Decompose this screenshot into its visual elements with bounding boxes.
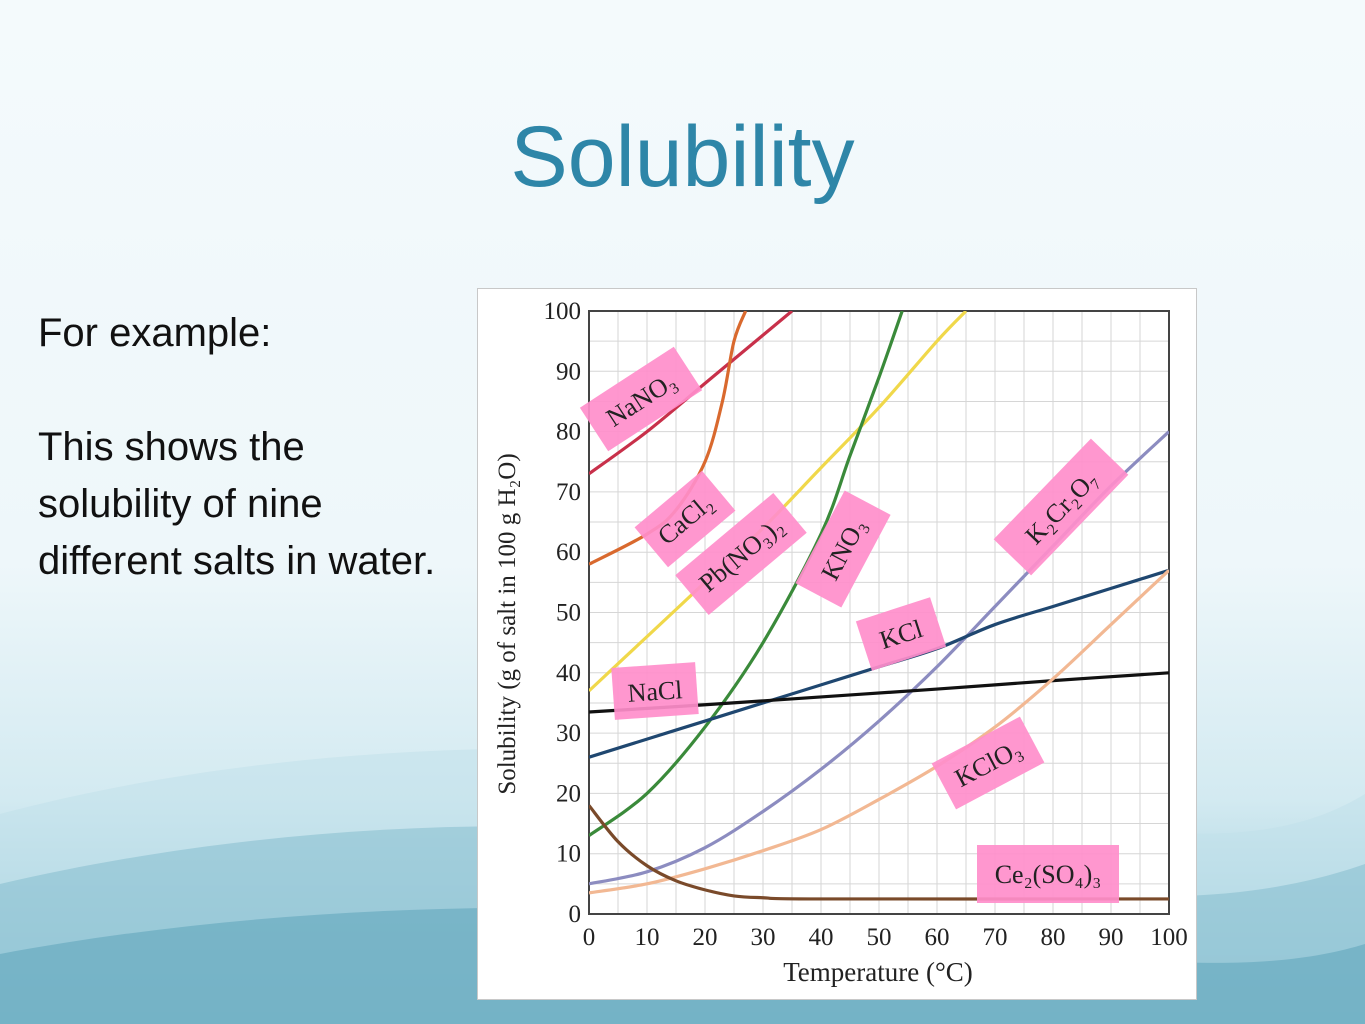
- x-tick-label: 60: [925, 924, 950, 951]
- body-text: This shows the solubility of nine differ…: [38, 425, 436, 583]
- x-tick-label: 50: [867, 924, 892, 951]
- x-tick-label: 90: [1099, 924, 1124, 951]
- label-highlight: [931, 716, 1045, 810]
- y-tick-label: 30: [556, 720, 581, 747]
- plot-frame: [588, 310, 1170, 915]
- label-highlight: [579, 346, 703, 452]
- slide-text: For example: This shows the solubility o…: [38, 305, 438, 590]
- x-tick-label: 0: [583, 924, 596, 951]
- y-tick-label: 0: [569, 901, 582, 928]
- y-tick-label: 90: [556, 358, 581, 385]
- x-tick-label: 80: [1041, 924, 1066, 951]
- series-label-text: NaCl: [627, 675, 684, 708]
- x-tick-label: 40: [809, 924, 834, 951]
- label-highlight: [795, 490, 891, 608]
- intro-text: For example:: [38, 311, 272, 355]
- series-line: [589, 311, 904, 837]
- series-label-text: Ce₂(SO₄)₃: [995, 860, 1102, 889]
- slide-title: Solubility: [510, 109, 855, 205]
- chart-svg: 0 10 20 30 40 50 60 70 80 90 100 0 10 20 30 40 50 60 70 80 9…: [494, 298, 1188, 987]
- x-tick-label: 20: [693, 924, 718, 951]
- y-tick-label: 60: [556, 539, 581, 566]
- x-tick-label: 100: [1150, 924, 1188, 951]
- series-line: [589, 804, 1169, 901]
- series-line: [589, 311, 794, 476]
- label-highlight: [611, 662, 699, 720]
- y-tick-label: 20: [556, 780, 581, 807]
- series-label: Ce₂(SO₄)₃: [977, 845, 1119, 903]
- y-tick-label: 50: [556, 600, 581, 627]
- series-line: [589, 569, 1169, 895]
- y-tick-label: 100: [544, 298, 582, 325]
- x-tick-label: 30: [751, 924, 776, 951]
- series-label: KNO₃: [795, 490, 891, 608]
- label-highlight: [675, 492, 807, 616]
- series-label: KClO₃: [931, 716, 1045, 810]
- x-tick-label: 10: [635, 924, 660, 951]
- label-highlight: [855, 597, 947, 671]
- label-highlight: [634, 470, 736, 568]
- y-tick-label: 70: [556, 479, 581, 506]
- series-line: [589, 311, 968, 693]
- series-label: K₂Cr₂O₇: [993, 438, 1129, 576]
- y-axis-label: Solubility (g of salt in 100 g H₂O): [494, 453, 521, 794]
- y-tick-label: 80: [556, 419, 581, 446]
- x-tick-label: 70: [983, 924, 1008, 951]
- label-highlight: [993, 438, 1129, 576]
- label-highlight: [977, 845, 1119, 903]
- solubility-chart: 0 10 20 30 40 50 60 70 80 90 100 0 10 20 30 40 50 60 70 80 9…: [477, 288, 1197, 1000]
- tick-labels: 0 10 20 30 40 50 60 70 80 90 100 0 10 20 30 40 50 60 70 80 9…: [544, 298, 1188, 951]
- y-tick-label: 10: [556, 841, 581, 868]
- x-axis-label: Temperature (°C): [783, 957, 973, 987]
- y-tick-label: 40: [556, 660, 581, 687]
- series-label: KCl: [855, 597, 947, 671]
- series-label: NaCl: [611, 662, 699, 720]
